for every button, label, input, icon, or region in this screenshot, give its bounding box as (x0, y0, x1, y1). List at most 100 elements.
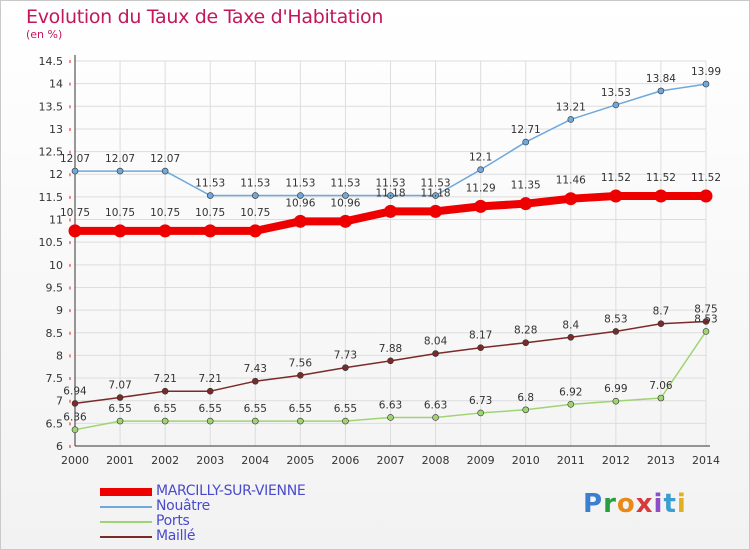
y-tick-label: 14.5 (39, 55, 64, 68)
data-point (477, 409, 484, 417)
y-tick-label: 13.5 (39, 100, 64, 113)
data-point (206, 192, 214, 199)
data-label: 11.52 (601, 172, 631, 184)
data-label: 11.53 (375, 178, 405, 190)
legend-label: Maillé (156, 528, 196, 544)
data-point (477, 344, 484, 352)
x-tick-label: 2013 (647, 454, 675, 467)
data-point (116, 167, 124, 175)
data-label: 13.84 (646, 73, 676, 85)
legend-swatch (100, 506, 152, 508)
x-tick-label: 2000 (61, 454, 89, 467)
data-label: 7.21 (199, 373, 222, 385)
y-tick-label: 10 (49, 259, 63, 272)
data-point (116, 417, 124, 425)
data-label: 8.17 (469, 330, 492, 342)
data-point (338, 214, 352, 228)
data-label: 8.53 (604, 313, 627, 325)
data-point (657, 87, 665, 95)
data-point (699, 189, 713, 203)
series-lines (68, 80, 713, 433)
x-tick-label: 2010 (512, 454, 540, 467)
y-tick-label: 6 (56, 440, 63, 453)
data-label: 10.75 (60, 207, 90, 219)
data-point (297, 192, 304, 199)
data-label: 6.94 (63, 385, 87, 397)
data-point (206, 417, 214, 425)
legend-label: Ports (156, 513, 190, 529)
x-tick-label: 2012 (602, 454, 630, 467)
data-label: 11.52 (646, 172, 676, 184)
x-tick-label: 2007 (377, 454, 405, 467)
data-label: 10.96 (330, 197, 360, 209)
data-point (206, 387, 214, 395)
logo-letter: i (676, 489, 687, 519)
data-label: 6.73 (469, 395, 492, 407)
data-point (297, 372, 304, 379)
y-tick-label: 14 (49, 78, 63, 91)
data-point (342, 417, 349, 425)
data-point (702, 318, 710, 325)
x-tick-label: 2014 (692, 454, 720, 467)
data-label: 12.07 (150, 153, 180, 165)
y-tick-label: 11 (49, 214, 63, 227)
data-point (161, 387, 169, 395)
x-tick-label: 2009 (467, 454, 495, 467)
logo-letter: r (603, 489, 617, 519)
data-point (564, 192, 578, 206)
data-point (477, 166, 484, 174)
data-point (116, 394, 124, 401)
data-label: 11.53 (421, 178, 451, 190)
data-label: 6.92 (559, 386, 582, 398)
logo-letter: i (653, 489, 664, 519)
data-point (702, 80, 710, 88)
data-point (387, 414, 394, 421)
data-point (71, 400, 79, 407)
data-label: 7.21 (153, 373, 176, 385)
data-label: 6.99 (604, 383, 627, 395)
x-tick-label: 2006 (331, 454, 359, 467)
data-point (612, 328, 620, 335)
data-label: 12.1 (469, 152, 492, 164)
x-tick-label: 2001 (106, 454, 134, 467)
data-point (432, 350, 439, 357)
legend-swatch (100, 521, 152, 523)
y-tick-label: 7 (56, 395, 63, 408)
logo-letter: t (663, 489, 677, 519)
x-tick-label: 2004 (241, 454, 269, 467)
data-point (71, 426, 79, 433)
data-label: 10.96 (285, 197, 315, 209)
data-point (293, 214, 307, 228)
data-label: 6.55 (334, 403, 357, 415)
data-label: 10.75 (105, 207, 135, 219)
y-tick-label: 12 (49, 168, 63, 181)
data-label: 8.53 (694, 313, 717, 325)
legend-swatch (100, 536, 152, 538)
data-point (702, 328, 710, 335)
data-label: 12.71 (511, 124, 541, 136)
data-label: 10.75 (150, 207, 180, 219)
data-labels: 12.07 12.07 12.07 11.53 11.53 11.53 11.53 11.53… (60, 66, 721, 424)
x-tick-label: 2008 (422, 454, 450, 467)
data-label: 12.07 (60, 153, 90, 165)
data-point (612, 397, 620, 405)
data-label: 6.63 (379, 399, 402, 411)
data-label: 11.29 (466, 182, 496, 194)
y-tick-label: 6.5 (46, 417, 64, 430)
data-point (342, 364, 349, 371)
data-label: 11.35 (511, 180, 541, 192)
data-point (612, 101, 620, 109)
data-point (342, 192, 349, 199)
data-label: 7.07 (108, 380, 131, 392)
legend-label: Nouâtre (156, 498, 210, 514)
data-label: 10.75 (195, 207, 225, 219)
y-tick-label: 10.5 (39, 236, 64, 249)
legend-swatch (100, 488, 152, 496)
data-point (161, 167, 169, 175)
data-label: 13.99 (691, 66, 721, 78)
data-label: 8.28 (514, 325, 537, 337)
y-tick-label: 8 (56, 349, 63, 362)
y-tick-label: 12.5 (39, 146, 64, 159)
data-point (654, 189, 668, 203)
